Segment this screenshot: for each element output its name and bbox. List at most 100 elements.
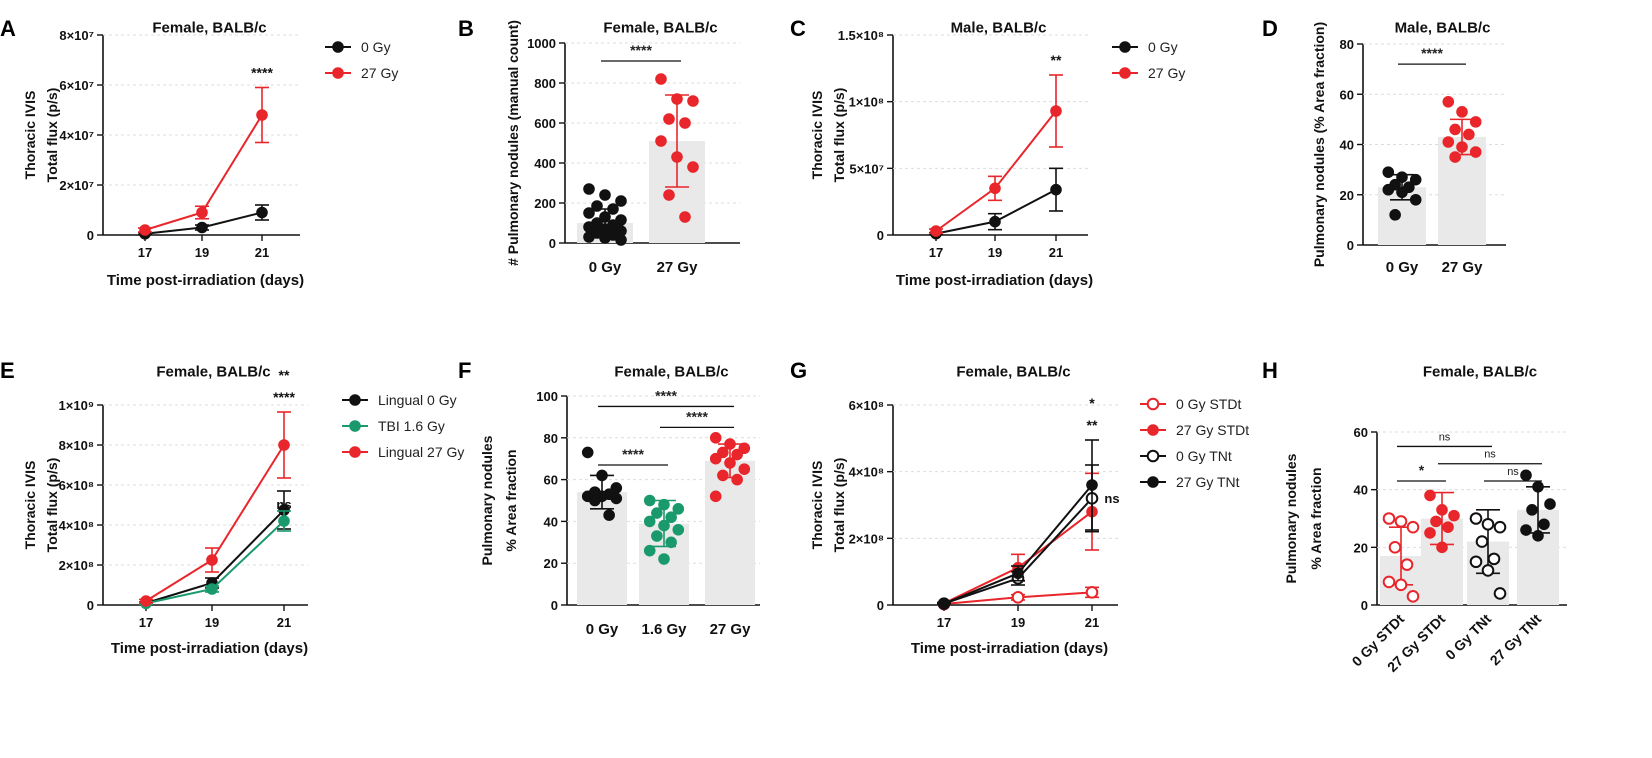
y-tick-label: 4×10⁸ — [849, 465, 884, 480]
data-point — [1532, 530, 1544, 542]
panel-h: H Female, BALB/c 0 20 40 60 Pulmonary nodules%… — [1262, 358, 1567, 675]
y-axis-label: # Pulmonary nodules (manual count) — [505, 20, 521, 266]
data-point — [610, 492, 623, 505]
x-axis-label: Time post-irradiation (days) — [911, 640, 1108, 657]
data-point — [1382, 166, 1395, 178]
x-category-label: 0 Gy — [586, 621, 619, 638]
y-axis-label-line1: Thoracic IVIS — [809, 461, 825, 550]
x-category-label: 0 Gy TNt — [1442, 611, 1494, 663]
data-point — [583, 207, 595, 219]
panel-letter: B — [458, 16, 474, 41]
legend-marker — [349, 446, 361, 458]
y-tick-label: 5×10⁷ — [849, 161, 884, 176]
data-point — [256, 109, 268, 121]
data-point — [643, 515, 656, 528]
data-point — [665, 511, 677, 524]
data-point — [139, 224, 151, 236]
panel-f: F Female, BALB/c 0 20 40 60 80 100 Pulmonary nod… — [458, 358, 760, 638]
data-point — [1389, 209, 1401, 221]
legend-label: 0 Gy — [1148, 39, 1178, 55]
legend-marker — [349, 394, 361, 406]
data-point — [1085, 586, 1099, 599]
data-point — [596, 469, 608, 482]
panel-letter: H — [1262, 358, 1278, 383]
data-point — [1436, 504, 1448, 516]
data-point — [1400, 558, 1414, 571]
panel-title: Female, BALB/c — [152, 19, 266, 36]
x-tick-label: 19 — [195, 245, 209, 260]
series-line-3 — [943, 484, 1093, 605]
legend-label: TBI 1.6 Gy — [378, 418, 445, 434]
data-point — [658, 519, 670, 532]
legend-marker — [1146, 397, 1160, 411]
data-point — [671, 151, 683, 163]
y-tick-label: 2×10⁷ — [59, 178, 94, 193]
data-point — [589, 494, 601, 507]
y-axis-label-line2: Total flux (p/s) — [831, 458, 847, 553]
significance-label: **** — [622, 446, 644, 462]
data-point — [1456, 141, 1468, 153]
data-point — [1475, 535, 1489, 548]
y-tick-label: 100 — [536, 389, 558, 404]
x-tick-label: 17 — [138, 245, 152, 260]
x-category-label: 27 Gy — [657, 259, 699, 276]
legend-label: 27 Gy STDt — [1176, 422, 1249, 438]
significance-label: ns — [1439, 431, 1451, 443]
panel-letter: D — [1262, 16, 1278, 41]
significance-label: ** — [279, 367, 290, 383]
data-point — [1011, 591, 1025, 604]
data-point — [1436, 541, 1448, 554]
significance-label: ** — [1087, 417, 1098, 433]
y-tick-label: 0 — [549, 236, 556, 251]
y-axis-label-line1: Pulmonary nodules — [479, 435, 495, 565]
significance-label: **** — [273, 389, 295, 405]
y-tick-label: 6×10⁸ — [59, 478, 94, 493]
legend-label: 0 Gy — [361, 39, 391, 55]
panel-b: B Female, BALB/c 0 200 400 600 800 1000 # Pulmon… — [458, 16, 740, 276]
panel-title: Female, BALB/c — [603, 19, 717, 36]
x-axis-label: Time post-irradiation (days) — [896, 272, 1093, 289]
x-category-label: 0 Gy — [1386, 259, 1419, 276]
y-tick-label: 800 — [534, 76, 556, 91]
significance-label: ns — [1484, 449, 1496, 461]
y-tick-label: 40 — [544, 514, 558, 529]
x-tick-label: 21 — [255, 245, 269, 260]
data-point — [256, 206, 268, 219]
data-point — [1520, 524, 1532, 536]
y-tick-label: 0 — [1361, 598, 1368, 613]
significance-label: ns — [1104, 491, 1119, 506]
data-point — [1449, 151, 1461, 163]
panel-c: C Male, BALB/c 0 5×10⁷ 1×10⁸ 1.5×10⁸ Thoracic … — [790, 16, 1185, 289]
data-point — [1394, 578, 1408, 592]
y-tick-label: 60 — [1340, 87, 1354, 102]
data-point — [278, 439, 290, 451]
x-tick-label: 19 — [205, 615, 219, 630]
y-tick-label: 0 — [87, 228, 94, 243]
legend-marker — [1119, 67, 1131, 79]
data-point — [1396, 186, 1408, 199]
data-point — [709, 432, 722, 444]
y-tick-label: 20 — [544, 556, 558, 571]
y-axis-label-line1: Thoracic IVIS — [809, 91, 825, 180]
x-tick-label: 21 — [1085, 615, 1099, 630]
y-tick-label: 20 — [1340, 188, 1354, 203]
significance-label: ** — [1051, 52, 1062, 68]
data-point — [724, 438, 736, 450]
x-tick-label: 21 — [1049, 245, 1063, 260]
data-point — [1463, 128, 1475, 141]
y-axis-label-line2: Total flux (p/s) — [44, 458, 60, 553]
data-point — [615, 195, 627, 207]
x-tick-label: 21 — [277, 615, 291, 630]
y-tick-label: 400 — [534, 156, 556, 171]
data-point — [599, 189, 611, 201]
data-point — [599, 232, 611, 244]
data-point — [1050, 105, 1062, 117]
data-point — [687, 95, 699, 107]
data-point — [206, 554, 218, 566]
y-tick-label: 0 — [877, 228, 884, 243]
panel-title: Male, BALB/c — [1395, 19, 1491, 36]
data-point — [1382, 512, 1396, 525]
x-category-label: 27 Gy — [710, 621, 752, 638]
significance-label: ns — [1507, 466, 1519, 478]
data-point — [1430, 515, 1442, 528]
